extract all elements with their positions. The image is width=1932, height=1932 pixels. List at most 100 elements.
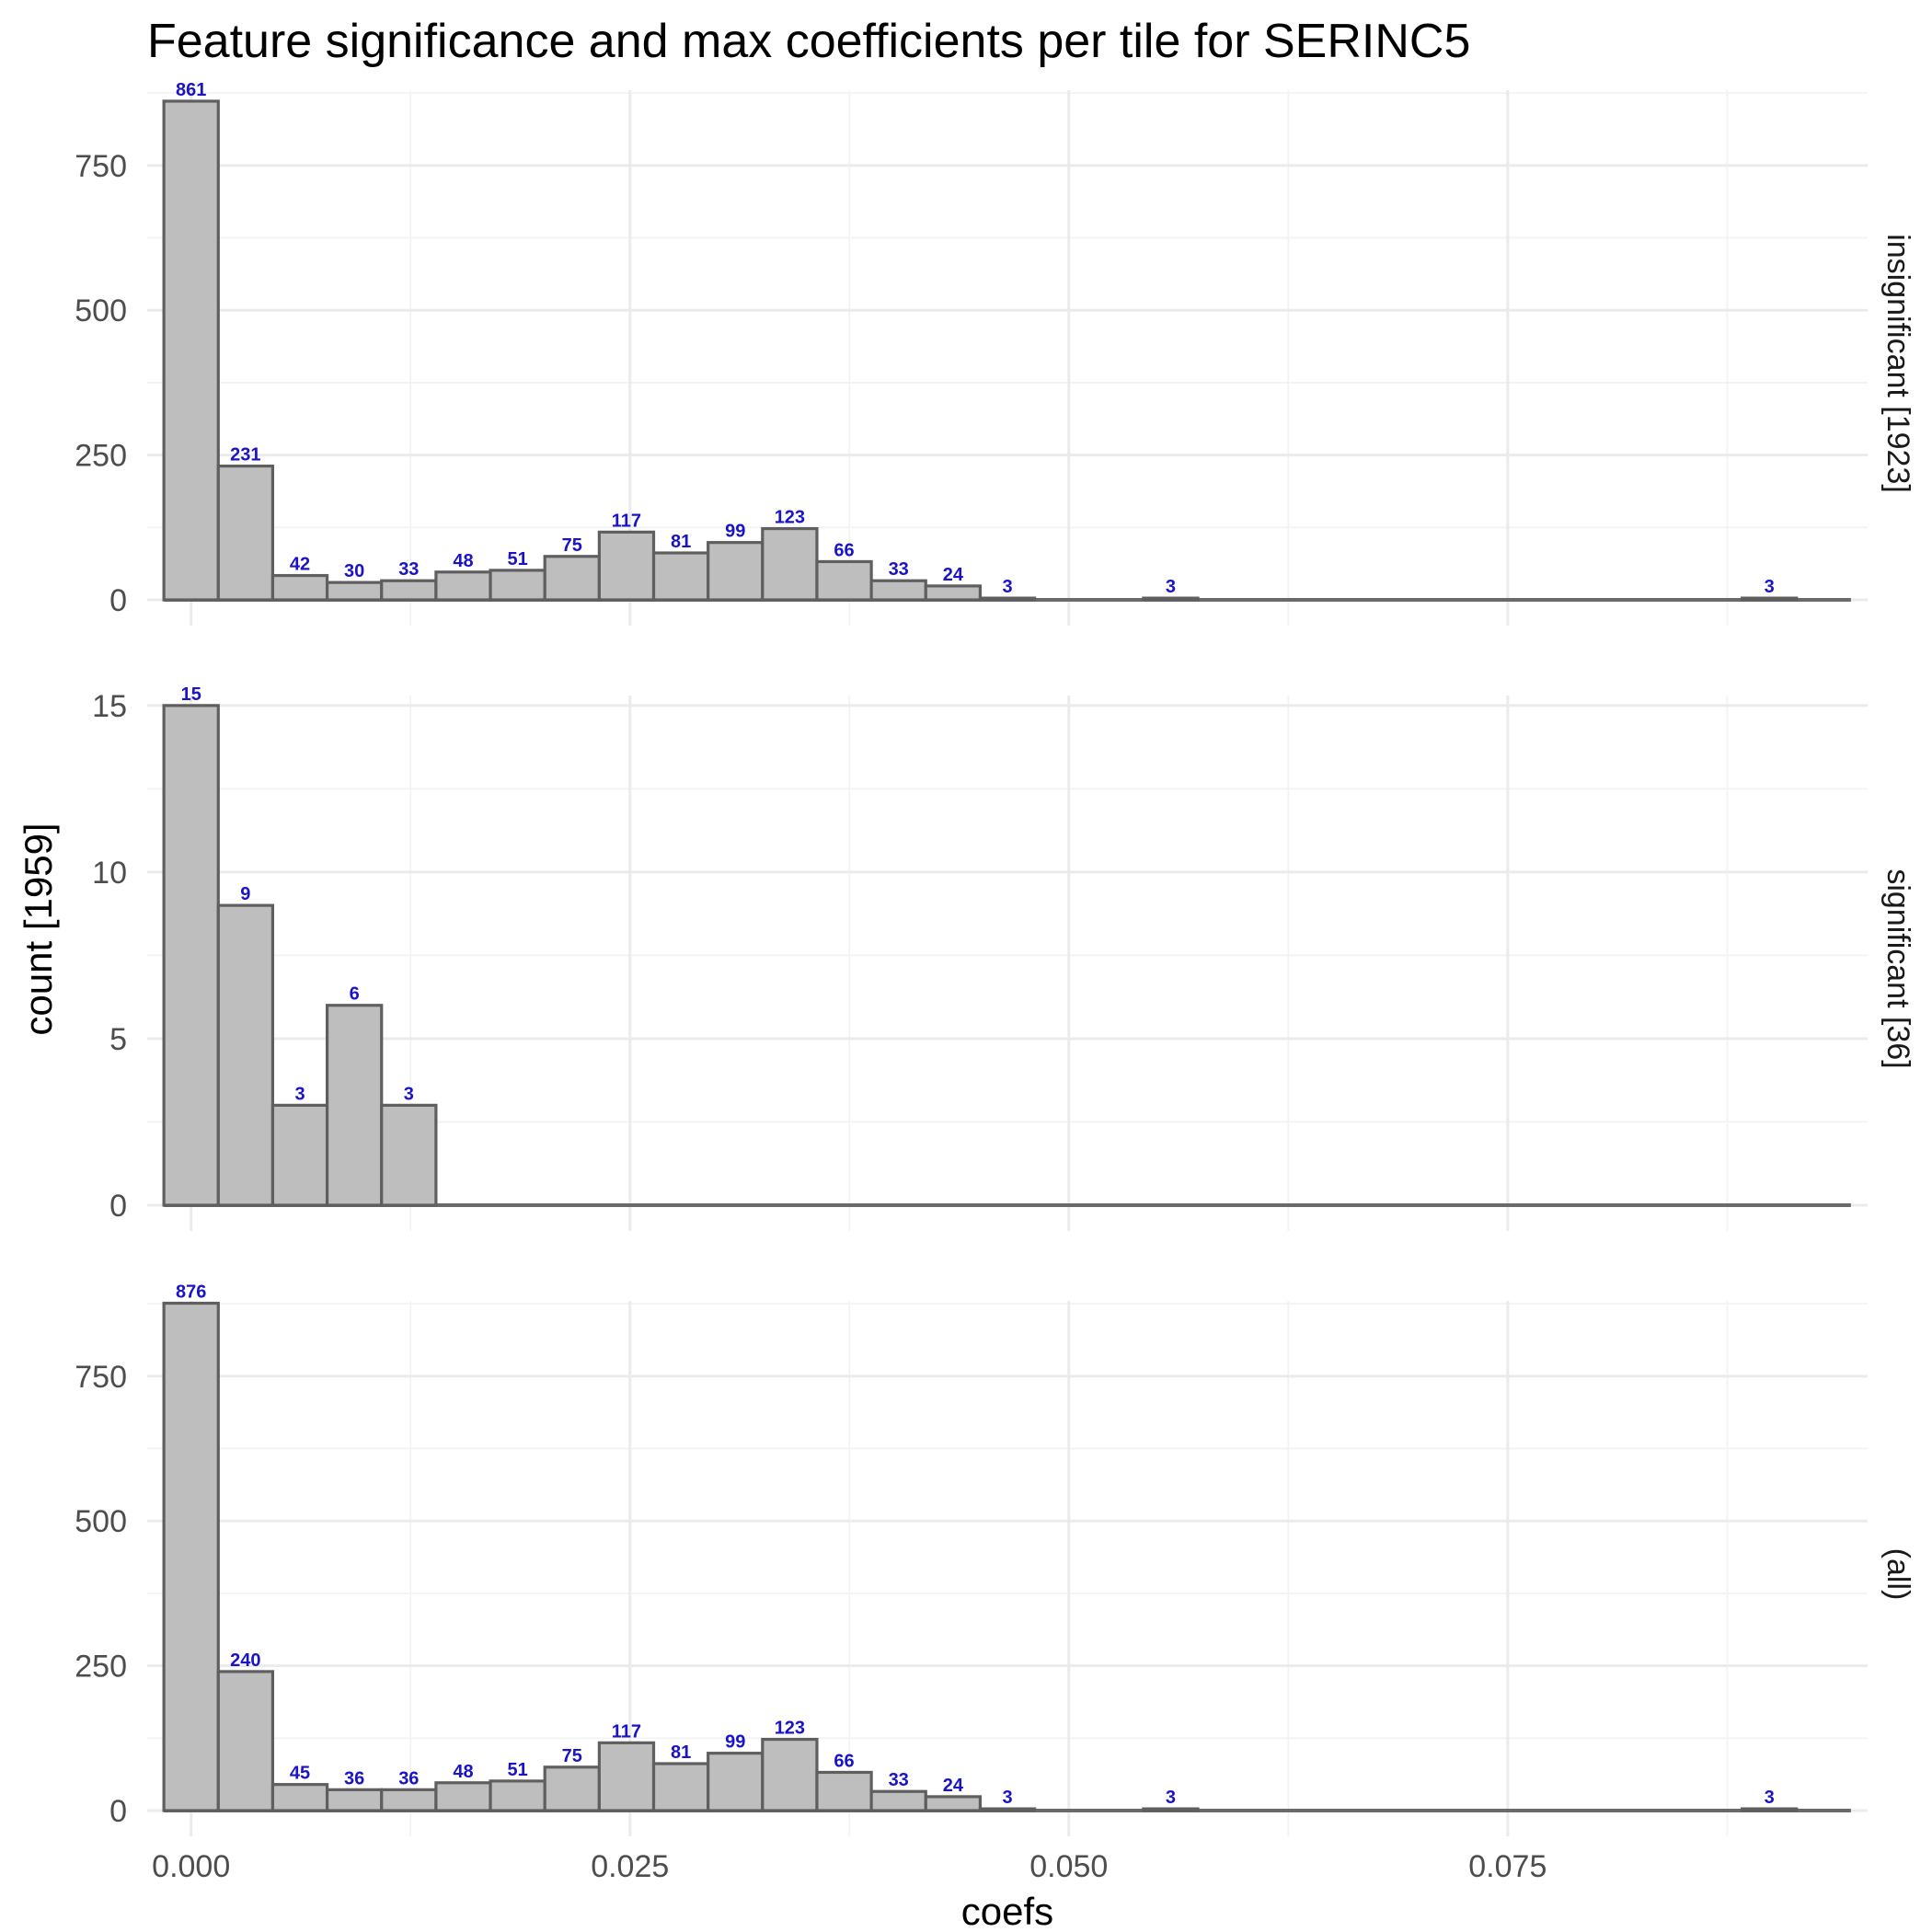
bar-count-label: 75 — [562, 1746, 582, 1766]
bar-count-label: 3 — [1166, 577, 1176, 597]
histogram-bar — [489, 1779, 546, 1812]
histogram-bar — [162, 99, 220, 602]
histogram-bar — [270, 573, 329, 602]
histogram-bar — [434, 570, 492, 602]
histogram-bar — [924, 584, 983, 602]
bar-count-label: 3 — [1002, 1788, 1012, 1808]
bar-count-label: 33 — [889, 1770, 909, 1790]
bar-count-label: 24 — [943, 565, 964, 585]
histogram-bar — [707, 541, 765, 602]
histogram-bar — [216, 1670, 275, 1812]
histogram-bar — [162, 1301, 220, 1812]
y-tick-label: 750 — [75, 149, 127, 184]
histogram-bar — [815, 1770, 873, 1812]
histogram-bar — [597, 530, 656, 602]
histogram-bar — [1142, 1807, 1200, 1812]
bar-count-label: 81 — [671, 1742, 691, 1763]
histogram-bar — [978, 1807, 1037, 1812]
bar-count-label: 117 — [612, 1721, 641, 1742]
bar-count-label: 231 — [230, 445, 260, 466]
histogram-bar — [216, 464, 275, 602]
histogram-bar — [761, 1737, 819, 1812]
bar-count-label: 33 — [398, 559, 419, 580]
bar-count-label: 240 — [230, 1650, 260, 1671]
y-tick-label: 0 — [109, 583, 127, 618]
histogram-bar — [543, 1765, 601, 1812]
y-tick-label: 500 — [75, 1504, 127, 1539]
facet-strip-label: significant [36] — [1880, 868, 1915, 1068]
panel-3: 0 250 500 750 876 240 45 36 36 48 51 75 117 81 99 123 66… — [75, 1282, 1915, 1884]
histogram-bar — [543, 555, 601, 602]
x-tick-label: 0.000 — [152, 1849, 230, 1884]
bar-count-label: 48 — [453, 1762, 473, 1782]
histogram-bar — [978, 596, 1037, 602]
histogram-bar — [924, 1795, 983, 1812]
histogram-bar — [216, 903, 275, 1207]
facet-strip-label: (all) — [1880, 1548, 1915, 1601]
x-axis-title: coefs — [961, 1890, 1053, 1932]
bar-count-label: 6 — [350, 984, 360, 1005]
y-tick-label: 250 — [75, 1650, 127, 1685]
histogram-bar — [869, 579, 927, 602]
bar-count-label: 24 — [943, 1776, 964, 1796]
y-tick-label: 750 — [75, 1360, 127, 1395]
bar-count-label: 3 — [1765, 577, 1775, 597]
bar-count-label: 51 — [507, 549, 527, 569]
y-tick-label: 250 — [75, 439, 127, 474]
histogram-bar — [1740, 596, 1799, 602]
histogram-bar — [815, 559, 873, 602]
histogram-bar — [380, 1788, 438, 1812]
histogram-bar — [434, 1781, 492, 1812]
histogram-bar — [380, 579, 438, 602]
y-tick-label: 15 — [92, 689, 127, 724]
histogram-bar — [651, 1762, 710, 1812]
bar-count-label: 81 — [671, 532, 691, 552]
y-tick-label: 0 — [109, 1794, 127, 1829]
y-tick-label: 5 — [109, 1022, 127, 1057]
histogram-bar — [1142, 596, 1200, 602]
bar-count-label: 123 — [775, 1719, 805, 1739]
x-tick-label: 0.050 — [1029, 1849, 1108, 1884]
bar-count-label: 117 — [612, 511, 641, 531]
histogram-bar — [489, 569, 546, 602]
histogram-bar — [597, 1741, 656, 1812]
histogram-bar — [162, 704, 220, 1207]
bar-count-label: 123 — [775, 508, 805, 528]
bar-count-label: 48 — [453, 551, 473, 571]
y-tick-label: 500 — [75, 293, 127, 328]
bar-count-label: 75 — [562, 535, 582, 556]
x-tick-label: 0.025 — [591, 1849, 669, 1884]
bar-count-label: 861 — [176, 80, 206, 100]
bar-count-label: 15 — [181, 684, 201, 705]
histogram-bar — [270, 1783, 329, 1812]
y-axis-title: count [1959] — [17, 822, 60, 1035]
bar-count-label: 3 — [1002, 577, 1012, 597]
chart-title: Feature significance and max coefficient… — [147, 15, 1470, 68]
bar-count-label: 66 — [834, 540, 854, 560]
bar-count-label: 51 — [507, 1760, 527, 1780]
y-tick-label: 10 — [92, 856, 127, 891]
histogram-bar — [325, 581, 384, 602]
bar-count-label: 36 — [344, 1768, 364, 1788]
bar-count-label: 66 — [834, 1751, 854, 1771]
histogram-bar — [1740, 1807, 1799, 1812]
facet-strip-label: insignificant [1923] — [1880, 234, 1915, 493]
x-tick-label: 0.075 — [1468, 1849, 1547, 1884]
bar-count-label: 99 — [725, 522, 745, 542]
histogram-bar — [707, 1752, 765, 1812]
histogram-bar — [325, 1004, 384, 1207]
bar-count-label: 876 — [176, 1282, 206, 1303]
bar-count-label: 3 — [1166, 1788, 1176, 1808]
bar-count-label: 3 — [1765, 1788, 1775, 1808]
panel-2: 0 5 10 15 15 9 3 6 3 significant [36] — [92, 684, 1915, 1231]
histogram-bar — [869, 1789, 927, 1812]
histogram-bar — [761, 526, 819, 602]
bar-count-label: 99 — [725, 1732, 745, 1753]
histogram-bar — [325, 1788, 384, 1812]
bar-count-label: 30 — [344, 561, 364, 581]
bar-count-label: 45 — [290, 1764, 310, 1784]
bar-count-label: 3 — [294, 1084, 305, 1104]
